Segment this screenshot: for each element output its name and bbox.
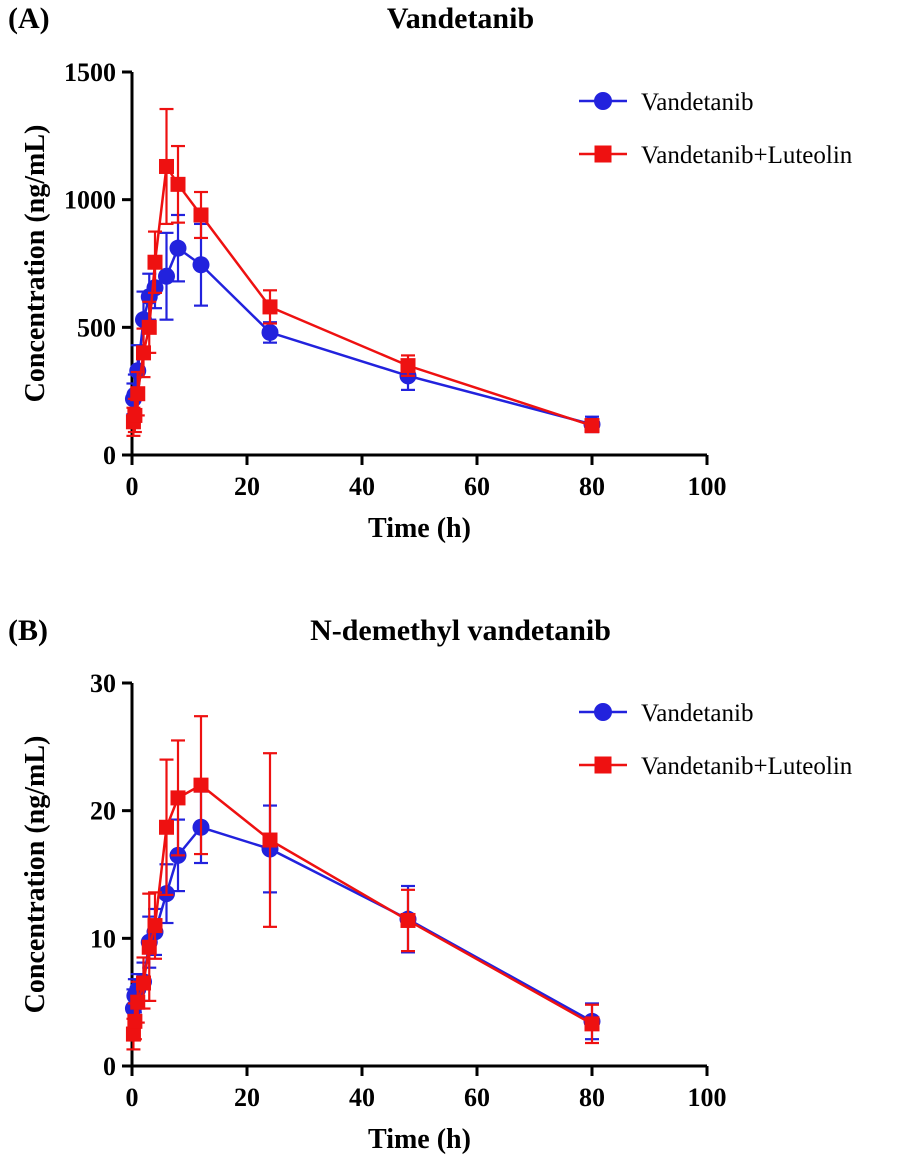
x-tick-label: 40 [349,1083,375,1112]
x-tick-label: 100 [688,1083,727,1112]
y-tick-label: 1500 [64,58,116,87]
data-point-square [147,918,163,934]
legend-label: Vandetanib [641,700,753,727]
x-tick-label: 40 [349,472,375,501]
y-axis-label: Concentration (ng/mL) [20,736,51,1014]
data-point-square [130,386,146,402]
y-tick-label: 0 [103,1052,116,1081]
data-point-square [170,176,186,192]
data-point-square [136,345,151,361]
panel-a: (A) Vandetanib 0 20 40 60 80 100 0 500 1000 1500 T… [0,0,921,566]
x-tick-label: 20 [234,1083,260,1112]
legend-marker-square [594,756,612,774]
x-tick-label: 60 [464,1083,490,1112]
series-vandetanib [124,790,601,1041]
vandetanib-line [132,825,593,1023]
data-point-square [141,319,157,335]
data-point-circle [261,323,279,341]
data-point-square [159,819,174,835]
data-point-square [400,358,416,374]
series-vandetanib [124,213,601,434]
series-vandetanib-luteolin [125,715,600,1051]
data-point-square [584,1016,600,1032]
data-point-circle [192,256,210,274]
x-tick-label: 20 [234,472,260,501]
chart-n-demethyl-vandetanib: 0 20 40 60 80 100 0 10 20 30 Time (h) Concentration… [20,669,853,1155]
legend-label: Vandetanib [641,89,753,116]
data-point-square [159,158,174,174]
data-point-square [127,407,143,423]
x-tick-label: 0 [126,472,139,501]
legend-marker-circle [594,92,612,110]
panel-b-title: N-demethyl vandetanib [310,614,611,647]
x-tick-label: 80 [579,472,605,501]
x-tick-label: 80 [579,1083,605,1112]
x-tick-label: 100 [688,472,727,501]
data-point-square [262,299,278,315]
data-point-square [193,207,209,223]
series-vandetanib-luteolin [125,107,600,437]
data-point-circle [158,267,175,285]
data-point-square [262,832,278,848]
legend-marker-square [594,145,612,163]
data-point-square [400,912,416,928]
x-axis-label: Time (h) [368,513,471,544]
panel-b: (B) N-demethyl vandetanib 0 20 40 60 80 100 0 1… [0,598,921,1168]
x-axis-label: Time (h) [368,1124,471,1155]
y-tick-label: 30 [90,669,116,698]
data-point-square [147,254,163,270]
y-tick-label: 20 [90,797,116,826]
y-tick-label: 500 [77,313,116,342]
vandetanib-luteolin-line [132,162,593,427]
data-point-square [136,975,151,991]
data-point-square [584,418,600,434]
panel-a-title: Vandetanib [386,2,535,35]
legend-label: Vandetanib+Luteolin [641,753,853,780]
panel-b-letter: (B) [8,614,48,647]
legend-label: Vandetanib+Luteolin [641,142,853,169]
data-point-square [125,1026,141,1042]
y-tick-label: 10 [90,924,116,953]
x-tick-label: 0 [126,1083,139,1112]
y-tick-label: 0 [103,441,116,470]
panel-a-letter: (A) [8,2,50,35]
legend-marker-circle [594,703,612,721]
data-point-square [170,790,186,806]
vandetanib-line [132,246,593,426]
data-point-square [141,939,157,955]
data-point-square [130,994,146,1010]
data-point-circle [169,239,187,257]
x-tick-label: 60 [464,472,490,501]
y-tick-label: 1000 [64,186,116,215]
y-axis-label: Concentration (ng/mL) [20,125,51,403]
data-point-square [127,1013,143,1029]
data-point-square [193,777,209,793]
